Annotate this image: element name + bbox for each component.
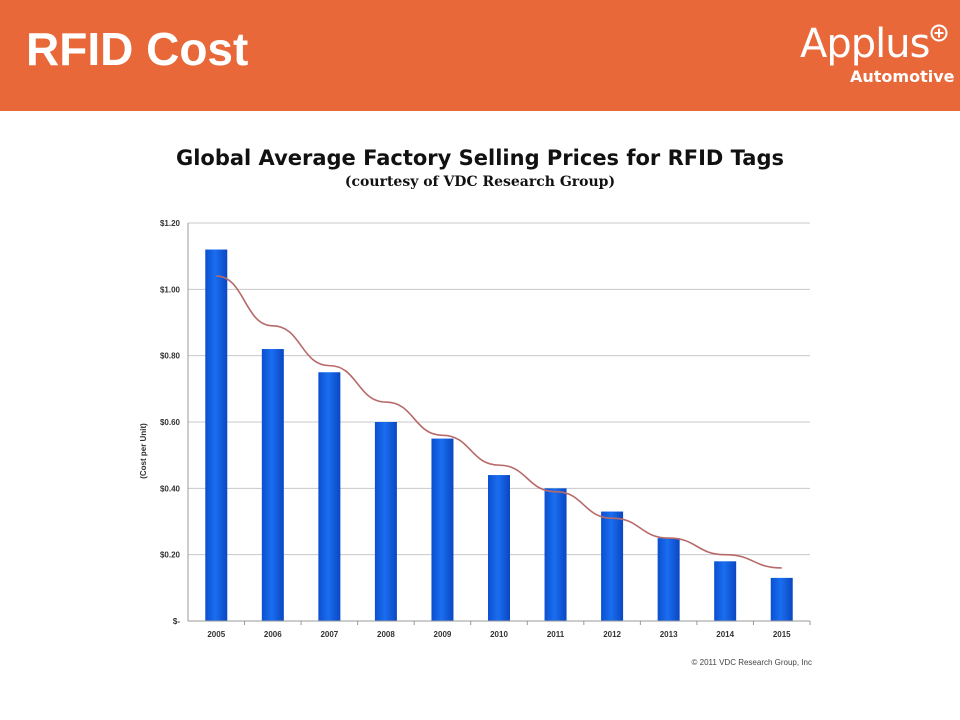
bar-2011 (544, 488, 567, 621)
bar-2012 (601, 511, 624, 621)
trendline-curve (216, 275, 782, 569)
x-tick-label: 2012 (603, 630, 621, 639)
axes: $- $0.20 $0.40 $0.60 $0.80 $1.00 $1.20 2005 2006… (160, 219, 811, 639)
copyright-note: © 2011 VDC Research Group, Inc (692, 658, 812, 667)
bar-2009 (431, 438, 454, 621)
y-tick-label: $- (173, 617, 180, 626)
x-tick-label: 2014 (716, 630, 734, 639)
y-tick-label: $1.20 (160, 219, 181, 228)
y-tick-label: $0.80 (160, 352, 181, 361)
x-tick-label: 2005 (207, 630, 225, 639)
x-tick-label: 2015 (773, 630, 791, 639)
applus-logo: Applus Automotive (800, 21, 955, 88)
chart-title: Global Average Factory Selling Prices fo… (175, 146, 784, 170)
x-tick-label: 2008 (377, 630, 395, 639)
bar-2010 (488, 475, 510, 621)
bar-chart: $- $0.20 $0.40 $0.60 $0.80 $1.00 $1.20 2005 2006… (139, 219, 812, 667)
y-tick-label: $0.40 (160, 484, 181, 493)
bar-2007 (318, 372, 341, 621)
bar-2013 (657, 538, 680, 621)
y-tick-label: $0.60 (160, 418, 181, 427)
logo-wordmark: Applus (800, 21, 930, 67)
bar-2014 (714, 561, 737, 621)
x-tick-label: 2006 (264, 630, 282, 639)
x-tick-label: 2013 (660, 630, 678, 639)
y-axis-label: (Cost per Unit) (139, 423, 148, 479)
x-tick-label: 2010 (490, 630, 508, 639)
bar-2006 (261, 349, 284, 621)
x-tick-label: 2011 (547, 630, 565, 639)
bar-2015 (770, 577, 793, 621)
bars (205, 249, 793, 621)
bar-2008 (374, 422, 397, 621)
x-tick-label: 2007 (320, 630, 338, 639)
header-bar: RFID Cost Applus Automotive (0, 0, 960, 111)
circled-plus-icon (930, 24, 948, 42)
logo-subtitle: Automotive (850, 67, 955, 86)
page-title: RFID Cost (26, 23, 249, 75)
chart-subtitle: (courtesy of VDC Research Group) (344, 174, 616, 190)
y-tick-label: $1.00 (160, 285, 181, 294)
trendline (216, 275, 782, 569)
chart-area: $- $0.20 $0.40 $0.60 $0.80 $1.00 $1.20 2005 2006… (134, 204, 818, 672)
y-tick-label: $0.20 (160, 551, 181, 560)
bar-2005 (205, 249, 228, 621)
x-tick-label: 2009 (434, 630, 452, 639)
